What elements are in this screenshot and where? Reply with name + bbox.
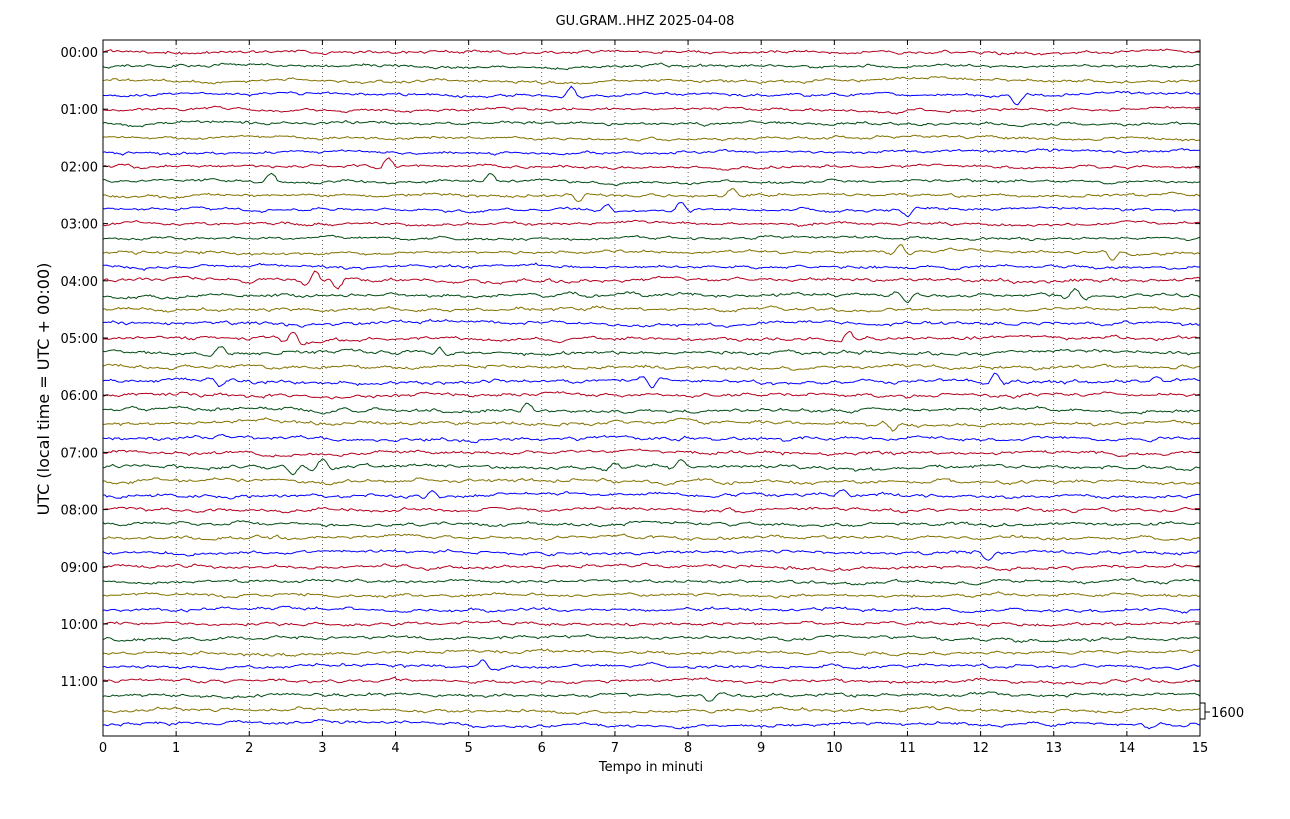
x-tick-label: 11 [899,741,916,756]
trace-line [102,157,1201,171]
y-axis-ticks: 00:00 01:00 02:00 03:00 04:00 05:00 06:00 07:00… [61,46,1200,690]
x-tick-label: 5 [465,741,473,756]
y-tick-label: 08:00 [61,504,98,519]
x-tick-label: 7 [611,741,619,756]
trace-line [102,433,1201,444]
x-tick-label: 15 [1192,741,1209,756]
trace-line [102,706,1201,716]
trace-line [102,318,1201,328]
trace-line [102,605,1201,614]
trace-line [102,506,1201,514]
trace-line [102,76,1201,85]
y-tick-label: 04:00 [61,275,98,290]
y-tick-label: 03:00 [61,218,98,233]
trace-line [102,718,1201,730]
trace-line [102,62,1201,71]
trace-line [102,676,1201,685]
trace-line [102,48,1201,56]
trace-line [102,147,1201,156]
x-tick-label: 6 [538,741,546,756]
y-tick-label: 02:00 [61,160,98,175]
trace-line [102,633,1201,643]
trace-line [102,219,1201,228]
trace-line [102,270,1201,290]
x-tick-label: 2 [245,741,253,756]
trace-line [102,548,1201,561]
y-tick-label: 09:00 [61,561,98,576]
scale-label: 1600 [1211,706,1244,721]
y-tick-label: 05:00 [61,332,98,347]
trace-line [102,533,1201,542]
trace-line [102,417,1201,432]
y-tick-label: 00:00 [61,46,98,61]
trace-line [102,562,1200,572]
y-tick-label: 11:00 [61,675,98,690]
trace-line [102,244,1201,261]
trace-line [102,363,1201,371]
x-tick-label: 10 [826,741,843,756]
trace-line [102,477,1201,486]
x-tick-label: 8 [684,741,692,756]
x-tick-label: 9 [757,741,765,756]
trace-line [102,691,1201,702]
y-tick-label: 07:00 [61,446,98,461]
trace-line [102,234,1201,242]
x-tick-label: 4 [391,741,399,756]
trace-line [102,346,1201,357]
x-axis-ticks: 0 1 2 3 4 5 6 7 8 9 10 11 12 13 14 15 [99,40,1208,756]
trace-line [102,448,1201,458]
trace-line [102,119,1201,128]
plot-frame [102,39,1201,737]
trace-line [102,372,1201,389]
trace-line [102,105,1201,115]
trace-line [102,648,1201,657]
trace-line [103,489,1201,500]
amplitude-scale-bar: 1600 [1199,702,1244,721]
vertical-grid [175,40,1128,736]
trace-line [102,305,1201,313]
trace-line [102,172,1201,187]
y-tick-label: 10:00 [61,618,98,633]
y-tick-label: 01:00 [61,103,98,118]
trace-line [102,188,1201,203]
trace-line [102,402,1201,415]
x-tick-label: 13 [1045,741,1062,756]
trace-line [102,134,1200,142]
x-axis-label: Tempo in minuti [598,760,703,775]
chart-title: GU.GRAM..HHZ 2025-04-08 [556,14,735,29]
trace-line [102,330,1201,346]
y-axis-label: UTC (local time = UTC + 00:00) [34,263,53,516]
trace-line [102,201,1201,218]
x-tick-label: 14 [1119,741,1136,756]
y-tick-label: 06:00 [61,389,98,404]
trace-line [102,262,1201,271]
trace-line [102,520,1201,528]
x-tick-label: 3 [318,741,326,756]
trace-line [103,659,1201,671]
seismic-traces [102,48,1201,730]
trace-line [102,85,1201,106]
trace-line [102,458,1201,476]
trace-line [102,577,1201,586]
trace-line [102,287,1201,304]
trace-line [102,591,1201,599]
x-tick-label: 12 [972,741,989,756]
trace-line [102,619,1201,628]
trace-line [102,390,1201,400]
x-tick-label: 1 [172,741,180,756]
x-tick-label: 0 [99,741,107,756]
